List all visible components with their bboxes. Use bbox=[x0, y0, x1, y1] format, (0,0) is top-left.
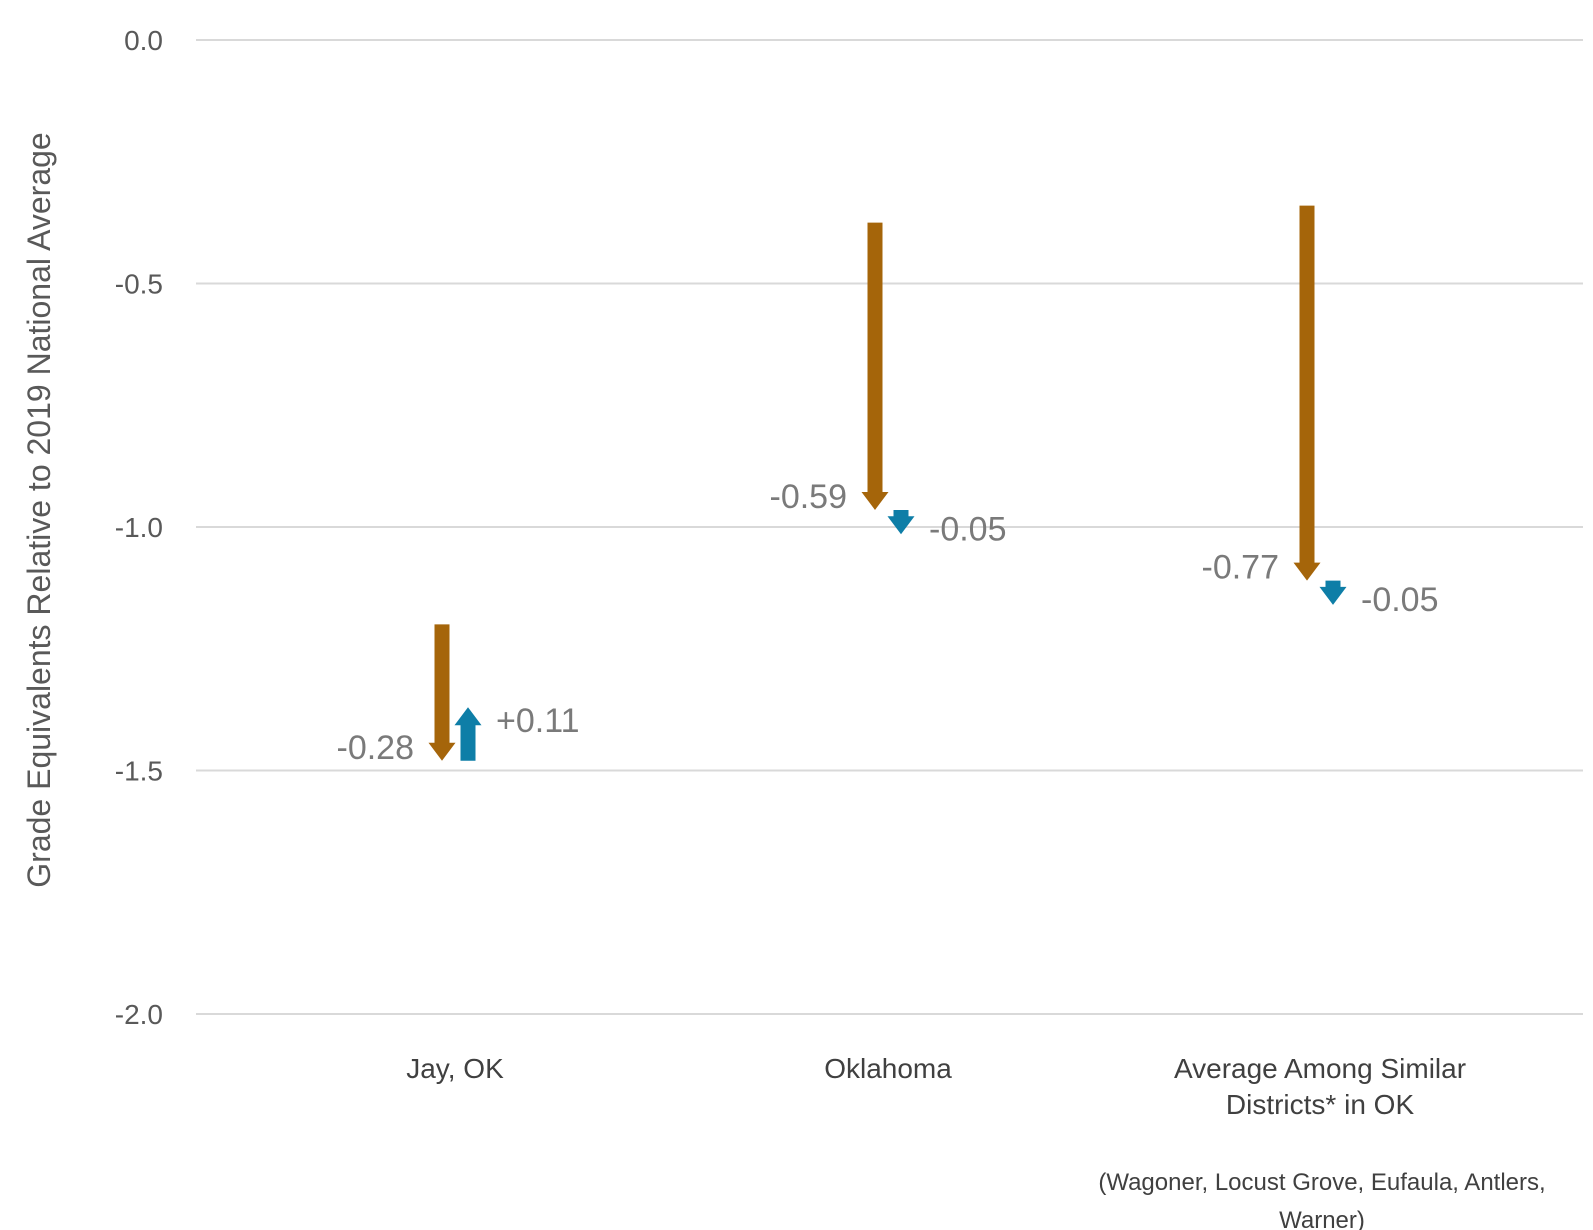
x-category-note: (Wagoner, Locust Grove, Eufaula, Antlers… bbox=[1098, 1169, 1545, 1196]
arrow-series1-cat2 bbox=[861, 222, 889, 510]
x-category-label: Jay, OK bbox=[406, 1053, 504, 1084]
arrow-series2-cat2 bbox=[887, 509, 915, 535]
category-labels: Jay, OK Oklahoma Average Among Similar Dist… bbox=[406, 1053, 1545, 1230]
x-category-note: Warner) bbox=[1279, 1207, 1365, 1230]
arrow-series1-cat1 bbox=[428, 624, 456, 761]
arrow-series2-cat1 bbox=[454, 707, 482, 761]
data-label: -0.59 bbox=[770, 478, 848, 516]
data-label: -0.28 bbox=[337, 729, 415, 767]
arrow-series1-cat3 bbox=[1293, 205, 1321, 581]
y-tick-labels: 0.0 -0.5 -1.0 -1.5 -2.0 bbox=[115, 25, 163, 1030]
y-tick-label: -1.5 bbox=[115, 756, 163, 787]
arrow-marks: -0.28 -0.59 -0.77 +0.11 -0.05 -0.05 bbox=[337, 205, 1439, 767]
x-category-label: Average Among Similar bbox=[1174, 1053, 1466, 1084]
data-label: +0.11 bbox=[496, 702, 580, 740]
data-label: -0.77 bbox=[1202, 549, 1280, 587]
y-tick-label: -1.0 bbox=[115, 512, 163, 543]
y-tick-label: 0.0 bbox=[124, 25, 163, 56]
y-tick-label: -0.5 bbox=[115, 269, 163, 300]
data-label: -0.05 bbox=[929, 510, 1007, 548]
arrow-series2-cat3 bbox=[1319, 580, 1347, 605]
y-axis-title: Grade Equivalents Relative to 2019 Natio… bbox=[21, 132, 57, 887]
y-tick-label: -2.0 bbox=[115, 999, 163, 1030]
x-category-label: Oklahoma bbox=[824, 1053, 952, 1084]
gridlines bbox=[196, 39, 1583, 1015]
data-label: -0.05 bbox=[1361, 581, 1439, 619]
x-category-label: Districts* in OK bbox=[1226, 1089, 1415, 1120]
